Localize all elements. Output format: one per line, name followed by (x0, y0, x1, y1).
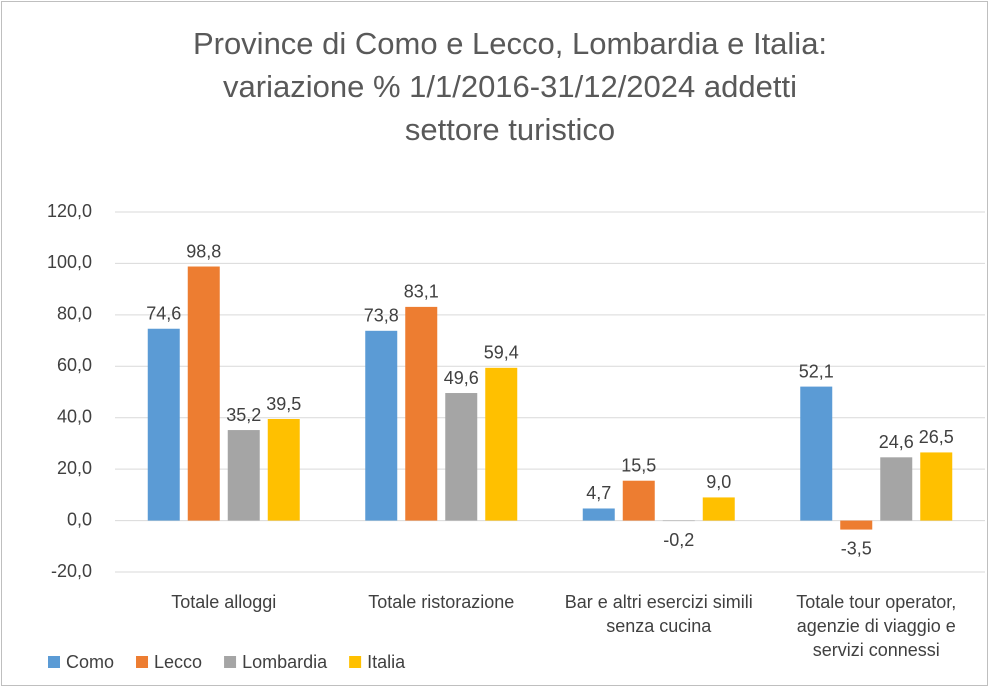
data-label: -3,5 (841, 538, 872, 558)
y-tick-label: 80,0 (57, 304, 92, 324)
y-tick-label: 40,0 (57, 406, 92, 426)
x-tick-label: Totale alloggi (171, 592, 277, 612)
legend-label: Italia (367, 652, 406, 672)
data-label: 73,8 (364, 306, 399, 326)
data-label: 35,2 (226, 405, 261, 425)
data-label: 15,5 (621, 455, 656, 475)
bar (920, 452, 953, 521)
data-label: -0,2 (663, 530, 694, 550)
legend-swatch (136, 656, 149, 668)
bar (662, 520, 695, 522)
legend-label: Lombardia (242, 652, 328, 672)
bar (582, 508, 615, 521)
legend-label: Como (66, 652, 114, 672)
bar (840, 520, 873, 530)
data-label: 52,1 (799, 361, 834, 381)
bar (187, 266, 220, 521)
chart-title: variazione % 1/1/2016-31/12/2024 addetti (223, 69, 797, 104)
bar (622, 480, 655, 521)
data-label: 4,7 (586, 483, 611, 503)
y-tick-label: 120,0 (47, 201, 92, 221)
y-tick-label: -20,0 (51, 561, 92, 581)
data-label: 26,5 (919, 427, 954, 447)
data-label: 49,6 (444, 368, 479, 388)
bar (365, 330, 398, 521)
x-tick-label: Bar e altri esercizi simili senza cucina (564, 592, 753, 636)
bar (485, 367, 518, 521)
chart-title: settore turistico (405, 112, 615, 147)
data-label: 9,0 (706, 472, 731, 492)
data-label: 83,1 (404, 282, 439, 302)
y-tick-label: 60,0 (57, 355, 92, 375)
data-label: 98,8 (186, 241, 221, 261)
legend-swatch (349, 656, 362, 668)
y-tick-label: 20,0 (57, 458, 92, 478)
data-label: 39,5 (266, 394, 301, 414)
y-tick-label: 0,0 (67, 509, 92, 529)
bar (147, 328, 180, 521)
chart-title: Province di Como e Lecco, Lombardia e It… (193, 26, 827, 61)
bar (880, 457, 913, 521)
legend-label: Lecco (154, 652, 202, 672)
bar (405, 306, 438, 521)
data-label: 24,6 (879, 432, 914, 452)
bar (267, 419, 300, 521)
data-label: 74,6 (146, 303, 181, 323)
legend-swatch (224, 656, 237, 668)
y-tick-label: 100,0 (47, 252, 92, 272)
legend-swatch (48, 656, 60, 668)
bar (702, 497, 735, 521)
data-label: 59,4 (484, 343, 519, 363)
bar (445, 393, 478, 521)
bar (227, 430, 260, 521)
x-tick-label: Totale tour operator, agenzie di viaggio… (796, 592, 957, 660)
bar (800, 386, 833, 521)
x-tick-label: Totale ristorazione (368, 592, 515, 612)
